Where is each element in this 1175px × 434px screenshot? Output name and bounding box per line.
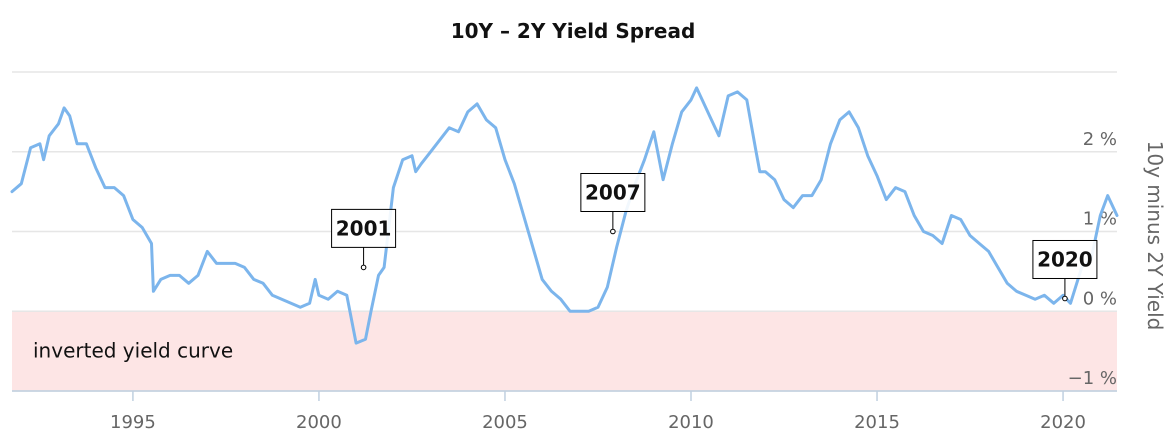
x-tick-label: 2000 [296,412,342,433]
y-tick-label: 2 % [1083,129,1117,150]
annotation-label: 2001 [336,216,392,240]
y-tick-label: 0 % [1083,288,1117,309]
x-tick-label: 2010 [668,412,714,433]
yield-spread-line [10,86,1119,345]
annotation-point [1062,295,1068,302]
x-axis-ticks: 1995 2000 2005 2010 2015 2020 [110,391,1086,433]
annotation-2001: 2001 [331,208,397,271]
x-tick-label: 2020 [1040,412,1086,433]
annotation-label: 2007 [585,181,641,205]
annotation-box [331,208,397,248]
annotation-point [360,264,367,271]
x-tick-label: 2015 [854,412,900,433]
annotation-label: 2020 [1037,247,1093,271]
annotation-point [610,228,616,235]
y-axis-ticks: −1 %0 %1 %2 % [1068,129,1117,389]
x-tick-label: 1995 [110,412,156,433]
annotation-2020: 2020 [1032,239,1098,302]
gridlines [12,71,1117,392]
annotation-box [580,173,646,212]
y-tick-label: −1 % [1068,368,1117,389]
annotation-box [1032,239,1098,279]
annotation-2007: 2007 [580,173,646,235]
inverted-yield-band [12,311,1117,391]
y-axis-label: 10y minus 2Y Yield [1143,141,1167,331]
inverted-yield-band-label: inverted yield curve [33,339,233,363]
x-tick-label: 2005 [482,412,528,433]
chart-title: 10Y – 2Y Yield Spread [451,19,696,43]
annotations: 2001 2007 2020 [331,173,1098,302]
